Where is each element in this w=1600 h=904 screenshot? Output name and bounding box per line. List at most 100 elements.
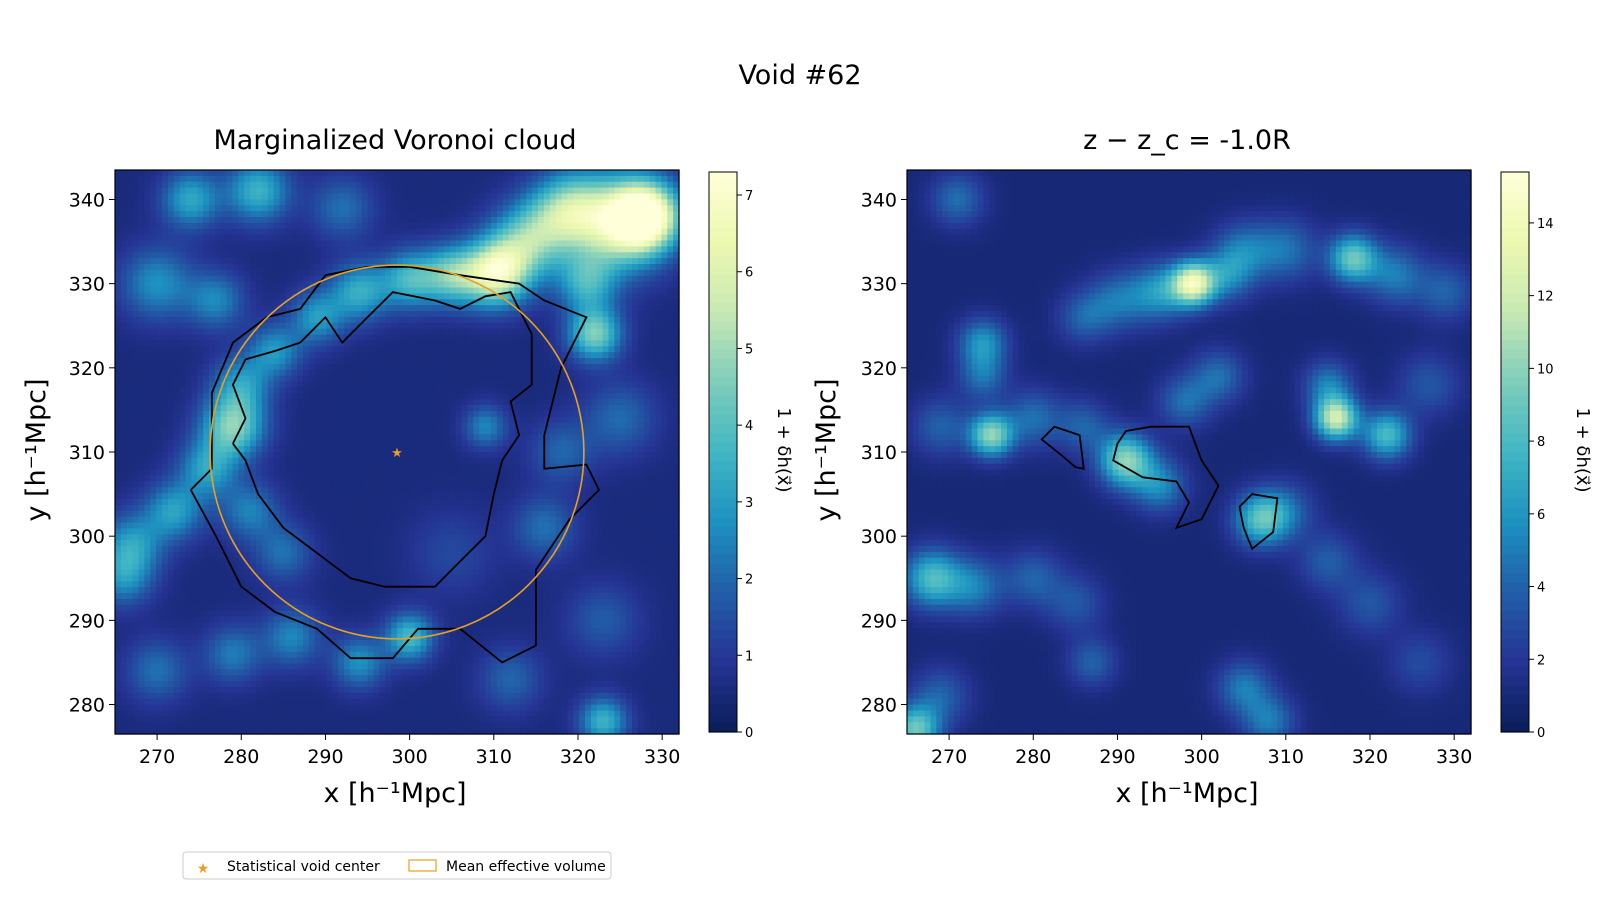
heatmap-cell bbox=[227, 605, 233, 611]
heatmap-cell bbox=[327, 335, 333, 341]
heatmap-cell bbox=[280, 675, 286, 681]
heatmap-cell bbox=[403, 258, 409, 264]
heatmap-cell bbox=[233, 282, 239, 288]
heatmap-cell bbox=[156, 587, 162, 593]
heatmap-cell bbox=[162, 335, 168, 341]
heatmap-cell bbox=[368, 335, 374, 341]
heatmap-cell bbox=[321, 722, 327, 728]
heatmap-cell bbox=[115, 235, 121, 241]
heatmap-cell bbox=[133, 217, 139, 223]
heatmap-cell bbox=[133, 693, 139, 699]
heatmap-cell bbox=[374, 211, 380, 217]
heatmap-cell bbox=[150, 511, 156, 517]
heatmap-cell bbox=[150, 270, 156, 276]
heatmap-cell bbox=[256, 558, 262, 564]
heatmap-cell bbox=[174, 270, 180, 276]
heatmap-cell bbox=[327, 217, 333, 223]
heatmap-cell bbox=[133, 528, 139, 534]
heatmap-cell bbox=[403, 205, 409, 211]
heatmap-cell bbox=[415, 423, 421, 429]
heatmap-cell bbox=[274, 376, 280, 382]
heatmap-cell bbox=[133, 411, 139, 417]
heatmap-cell bbox=[391, 340, 397, 346]
heatmap-cell bbox=[291, 581, 297, 587]
heatmap-cell bbox=[150, 299, 156, 305]
heatmap-cell bbox=[356, 417, 362, 423]
heatmap-cell bbox=[374, 429, 380, 435]
heatmap-cell bbox=[139, 617, 145, 623]
heatmap-cell bbox=[385, 611, 391, 617]
heatmap-cell bbox=[415, 622, 421, 628]
heatmap-cell bbox=[139, 481, 145, 487]
heatmap-cell bbox=[327, 511, 333, 517]
heatmap-cell bbox=[115, 335, 121, 341]
heatmap-cell bbox=[409, 487, 415, 493]
heatmap-cell bbox=[356, 252, 362, 258]
heatmap-cell bbox=[186, 329, 192, 335]
heatmap-cell bbox=[368, 317, 374, 323]
heatmap-cell bbox=[215, 487, 221, 493]
heatmap-cell bbox=[362, 352, 368, 358]
heatmap-cell bbox=[297, 252, 303, 258]
heatmap-cell bbox=[385, 199, 391, 205]
heatmap-cell bbox=[350, 587, 356, 593]
heatmap-cell bbox=[221, 711, 227, 717]
heatmap-cell bbox=[338, 293, 344, 299]
heatmap-cell bbox=[297, 581, 303, 587]
heatmap-cell bbox=[280, 452, 286, 458]
heatmap-cell bbox=[274, 317, 280, 323]
heatmap-cell bbox=[121, 722, 127, 728]
heatmap-cell bbox=[280, 517, 286, 523]
heatmap-cell bbox=[209, 246, 215, 252]
heatmap-cell bbox=[191, 617, 197, 623]
heatmap-cell bbox=[197, 628, 203, 634]
heatmap-cell bbox=[139, 534, 145, 540]
heatmap-cell bbox=[168, 669, 174, 675]
heatmap-cell bbox=[356, 411, 362, 417]
heatmap-cell bbox=[115, 370, 121, 376]
heatmap-cell bbox=[186, 270, 192, 276]
heatmap-cell bbox=[268, 417, 274, 423]
heatmap-cell bbox=[368, 340, 374, 346]
heatmap-cell bbox=[379, 270, 385, 276]
heatmap-cell bbox=[397, 481, 403, 487]
heatmap-cell bbox=[144, 305, 150, 311]
heatmap-cell bbox=[180, 346, 186, 352]
heatmap-cell bbox=[115, 282, 121, 288]
heatmap-cell bbox=[115, 211, 121, 217]
heatmap-cell bbox=[256, 393, 262, 399]
heatmap-cell bbox=[262, 587, 268, 593]
heatmap-cell bbox=[215, 558, 221, 564]
heatmap-cell bbox=[139, 634, 145, 640]
heatmap-cell bbox=[186, 176, 192, 182]
heatmap-cell bbox=[186, 335, 192, 341]
heatmap-cell bbox=[174, 493, 180, 499]
heatmap-cell bbox=[256, 376, 262, 382]
heatmap-cell bbox=[168, 346, 174, 352]
heatmap-cell bbox=[215, 587, 221, 593]
heatmap-cell bbox=[250, 617, 256, 623]
heatmap-cell bbox=[174, 199, 180, 205]
heatmap-cell bbox=[391, 276, 397, 282]
heatmap-cell bbox=[385, 311, 391, 317]
heatmap-cell bbox=[262, 681, 268, 687]
heatmap-cell bbox=[350, 687, 356, 693]
heatmap-cell bbox=[368, 481, 374, 487]
heatmap-cell bbox=[303, 687, 309, 693]
heatmap-cell bbox=[321, 716, 327, 722]
heatmap-cell bbox=[250, 540, 256, 546]
heatmap-cell bbox=[362, 299, 368, 305]
heatmap-cell bbox=[209, 669, 215, 675]
heatmap-cell bbox=[262, 252, 268, 258]
heatmap-cell bbox=[262, 387, 268, 393]
heatmap-cell bbox=[221, 534, 227, 540]
heatmap-cell bbox=[162, 528, 168, 534]
heatmap-cell bbox=[174, 540, 180, 546]
heatmap-cell bbox=[280, 446, 286, 452]
heatmap-cell bbox=[162, 581, 168, 587]
heatmap-cell bbox=[121, 675, 127, 681]
heatmap-cell bbox=[409, 593, 415, 599]
heatmap-cell bbox=[256, 681, 262, 687]
heatmap-cell bbox=[244, 605, 250, 611]
heatmap-cell bbox=[274, 387, 280, 393]
